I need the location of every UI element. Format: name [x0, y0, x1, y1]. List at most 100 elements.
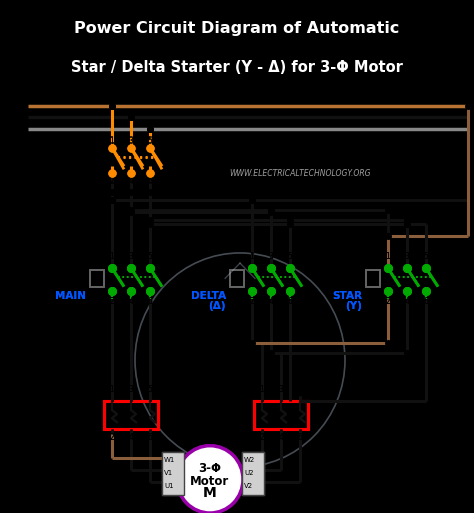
Text: DELTA: DELTA [191, 291, 226, 301]
Text: (Δ): (Δ) [209, 301, 226, 311]
Text: MAIN: MAIN [55, 291, 86, 301]
Text: 4: 4 [128, 433, 134, 442]
Text: 6: 6 [147, 433, 153, 442]
Text: 4: 4 [279, 433, 283, 442]
Text: 3: 3 [269, 252, 273, 261]
Text: 2: 2 [260, 433, 264, 442]
Text: 5: 5 [147, 136, 153, 145]
Text: 2: 2 [109, 433, 114, 442]
Text: 5: 5 [147, 385, 153, 393]
Text: 1: 1 [109, 385, 114, 393]
Bar [242, 452, 264, 495]
Text: U1: U1 [165, 480, 174, 485]
Text: 4: 4 [128, 177, 134, 187]
Text: 2: 2 [109, 177, 114, 187]
Text: W1: W1 [164, 457, 175, 463]
Text: 3P MCCB: 3P MCCB [10, 192, 62, 202]
Text: K3: K3 [344, 270, 362, 283]
Text: 5: 5 [147, 385, 153, 393]
Text: 2: 2 [109, 176, 114, 186]
Text: 4: 4 [128, 297, 134, 306]
Text: 6: 6 [424, 297, 428, 306]
Bar [90, 270, 104, 287]
Text: STAR: STAR [332, 291, 362, 301]
Text: 5: 5 [298, 385, 302, 393]
Text: 1: 1 [109, 252, 114, 261]
Text: 3: 3 [128, 136, 134, 145]
Bar [162, 452, 184, 495]
Text: 3: 3 [279, 385, 283, 393]
Text: 5: 5 [424, 252, 428, 261]
Text: K1: K1 [68, 270, 86, 283]
Text: 5: 5 [147, 137, 153, 146]
Text: 2: 2 [250, 297, 255, 306]
Text: 6: 6 [147, 433, 153, 442]
Text: Star / Delta Starter (Y - Δ) for 3-Φ Motor: Star / Delta Starter (Y - Δ) for 3-Φ Mot… [71, 60, 403, 75]
Text: Motor: Motor [191, 478, 228, 487]
Text: 3: 3 [128, 385, 134, 393]
Text: M: M [203, 486, 217, 500]
Text: O/L 1: O/L 1 [68, 410, 100, 420]
Text: 1: 1 [109, 252, 114, 261]
Text: 1: 1 [250, 252, 255, 261]
Text: L3: L3 [4, 124, 18, 133]
Text: O/L 1: O/L 1 [68, 410, 100, 420]
Text: O/L 2: O/L 2 [218, 410, 250, 420]
Text: 2: 2 [109, 297, 114, 306]
Text: 3: 3 [128, 252, 134, 261]
Bar [90, 270, 104, 287]
Text: Power Circuit Diagram of Automatic: Power Circuit Diagram of Automatic [74, 21, 400, 36]
Text: 1: 1 [250, 252, 255, 261]
Text: L1: L1 [4, 101, 19, 111]
Text: 2: 2 [250, 297, 255, 306]
Text: 1: 1 [260, 385, 264, 393]
Text: 6: 6 [147, 297, 153, 306]
Text: U1: U1 [164, 483, 173, 489]
Text: 5: 5 [288, 252, 292, 261]
Bar [254, 401, 308, 429]
Text: 3: 3 [405, 252, 410, 261]
Text: 2: 2 [386, 297, 391, 306]
Text: V2: V2 [244, 483, 253, 489]
Bar [366, 270, 380, 287]
Text: K3: K3 [344, 270, 362, 283]
Text: L1: L1 [4, 101, 19, 111]
Text: L3: L3 [4, 124, 18, 133]
Text: 1: 1 [260, 385, 264, 393]
Text: 4: 4 [279, 433, 283, 442]
Text: 5: 5 [298, 385, 302, 393]
Text: 4: 4 [405, 297, 410, 306]
Bar [230, 270, 244, 287]
Text: V2: V2 [245, 480, 254, 485]
Text: W1: W1 [165, 455, 176, 461]
Text: W2: W2 [245, 455, 256, 461]
Text: 6: 6 [147, 176, 153, 186]
Text: V1: V1 [165, 467, 174, 473]
Text: 3: 3 [128, 137, 134, 146]
Bar [242, 452, 264, 495]
Text: DELTA: DELTA [191, 291, 226, 301]
Text: 6: 6 [147, 177, 153, 187]
Bar [162, 452, 184, 495]
Text: 3-Φ: 3-Φ [199, 464, 221, 474]
Text: 1: 1 [386, 252, 391, 261]
Text: 5: 5 [288, 252, 292, 261]
Text: 6: 6 [288, 297, 292, 306]
Text: U2: U2 [245, 467, 255, 473]
Text: 4: 4 [128, 433, 134, 442]
Text: 6: 6 [424, 297, 428, 306]
Text: 5: 5 [147, 252, 153, 261]
Text: (Δ): (Δ) [209, 301, 226, 311]
Text: L2: L2 [4, 112, 19, 122]
Text: 3: 3 [128, 385, 134, 393]
Text: (Y): (Y) [345, 301, 362, 311]
Text: U2: U2 [244, 470, 254, 476]
Text: K1: K1 [68, 270, 86, 283]
Text: 5: 5 [147, 252, 153, 261]
Text: W2: W2 [244, 457, 255, 463]
Text: 3: 3 [405, 252, 410, 261]
Text: 2: 2 [109, 297, 114, 306]
Text: 2: 2 [386, 297, 391, 306]
Text: 4: 4 [128, 297, 134, 306]
Text: 3: 3 [279, 385, 283, 393]
